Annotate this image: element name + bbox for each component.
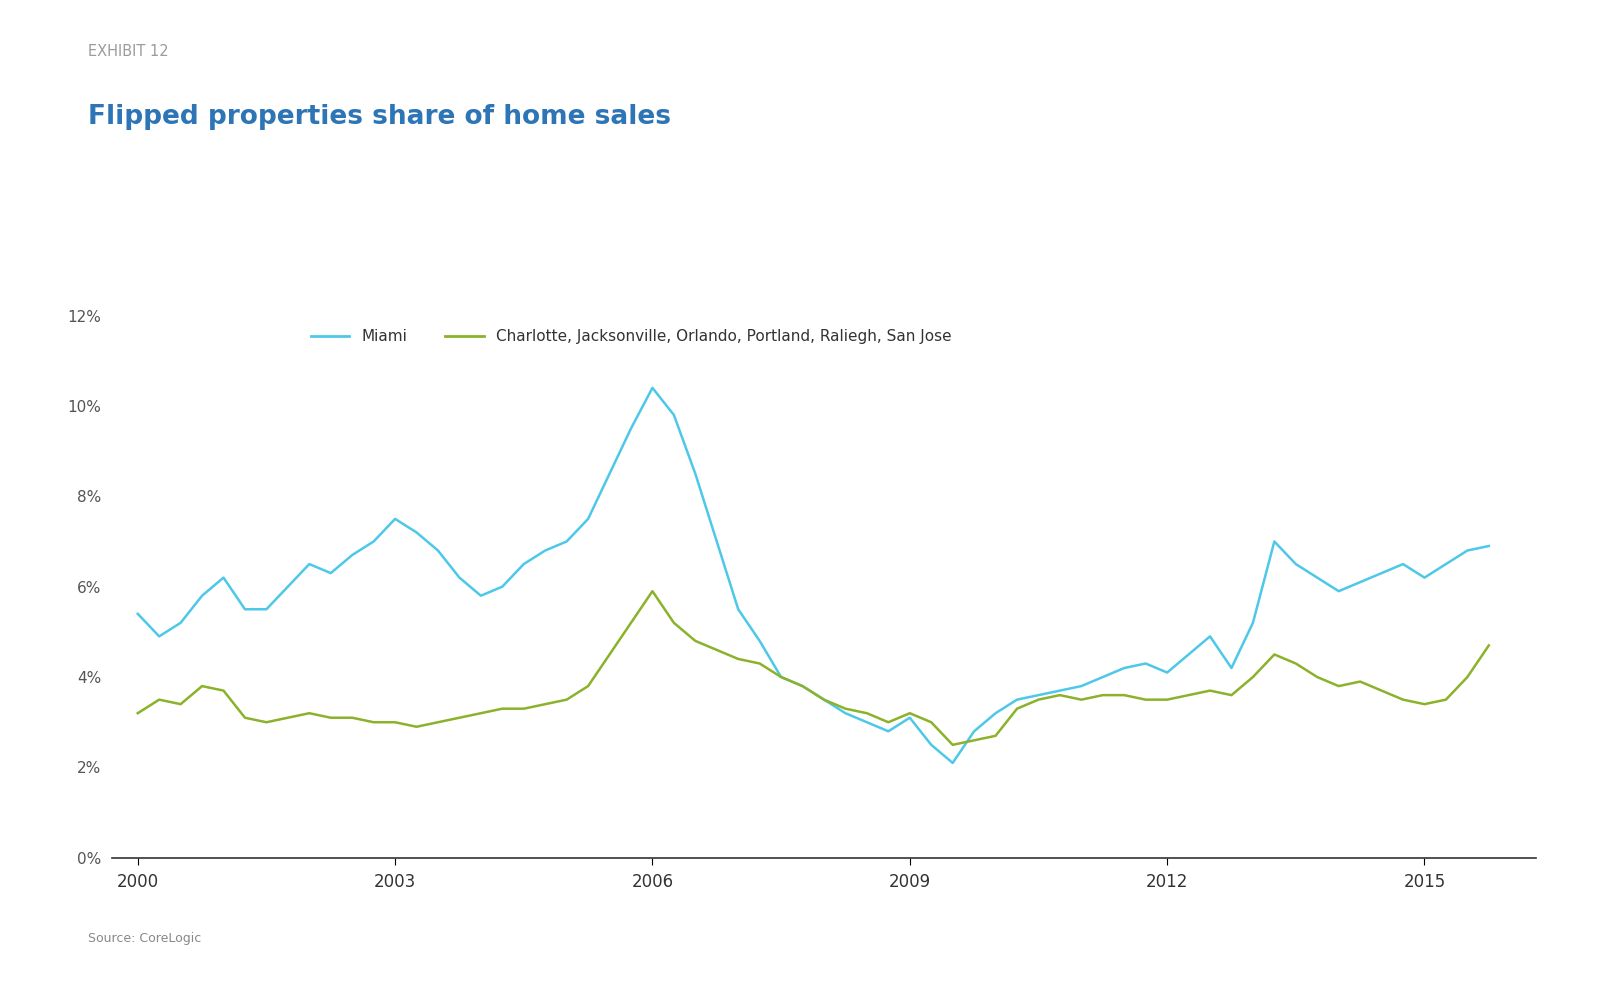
Text: Flipped properties share of home sales: Flipped properties share of home sales: [88, 104, 670, 129]
Text: EXHIBIT 12: EXHIBIT 12: [88, 44, 168, 59]
Legend: Miami, Charlotte, Jacksonville, Orlando, Portland, Raliegh, San Jose: Miami, Charlotte, Jacksonville, Orlando,…: [304, 323, 957, 350]
Text: Source: CoreLogic: Source: CoreLogic: [88, 932, 202, 945]
